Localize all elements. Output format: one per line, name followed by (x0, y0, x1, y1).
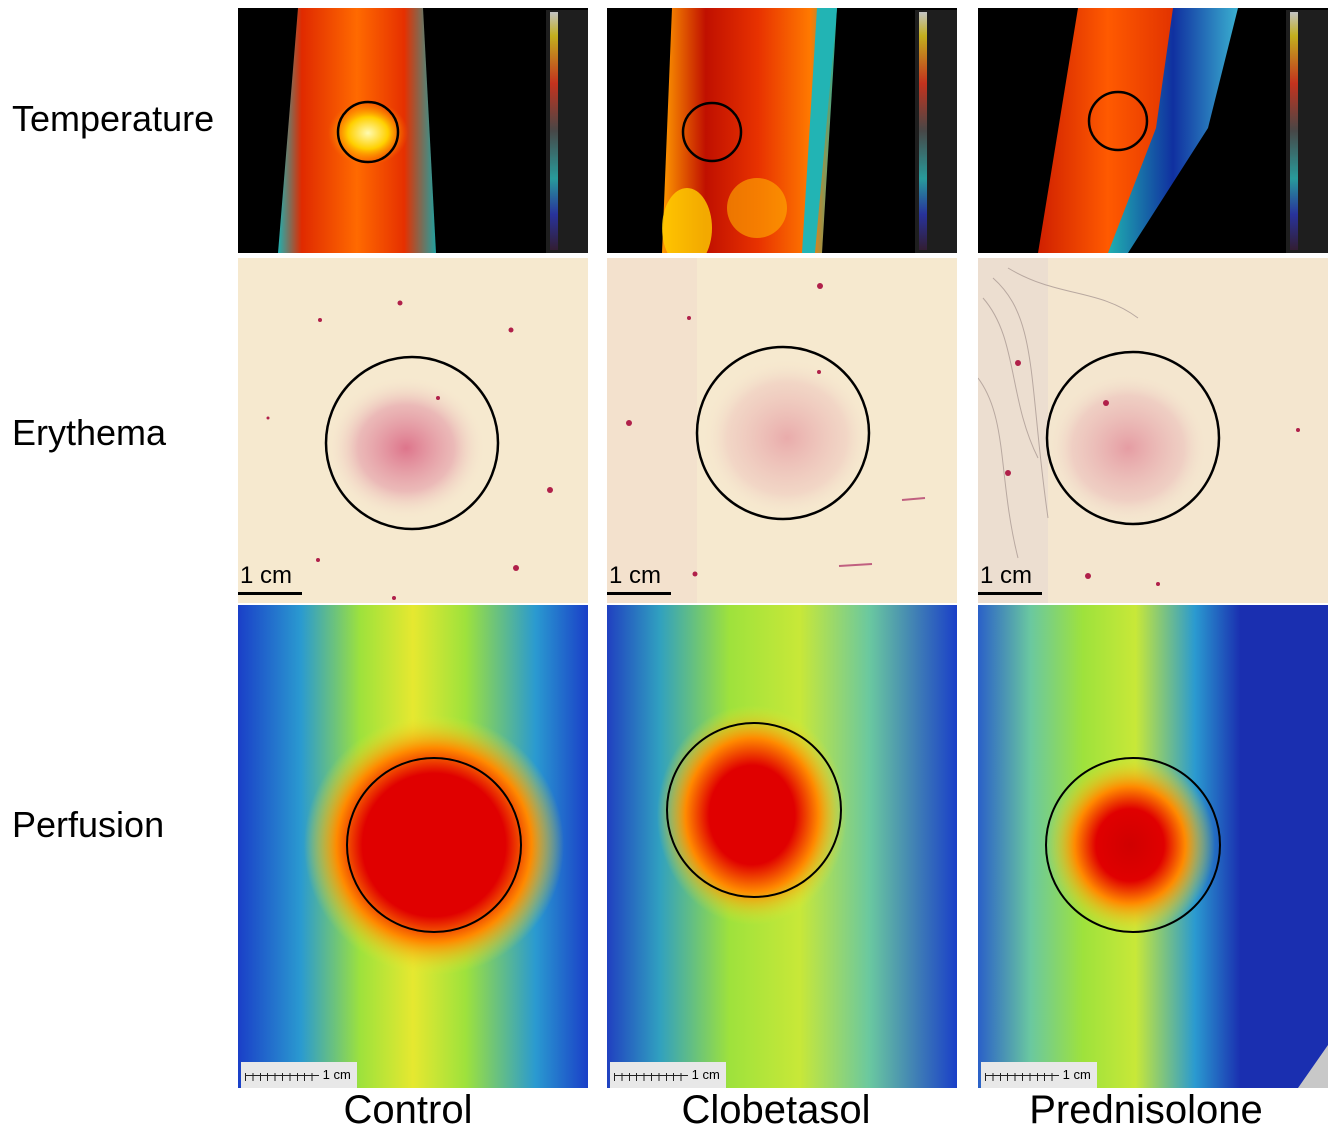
perfusion-scale-bar: 1 cm (981, 1062, 1097, 1088)
roi-circle (324, 355, 500, 531)
roi-circle (1087, 90, 1149, 152)
roi-circle (346, 757, 522, 933)
erythema-image-clobetasol (607, 258, 957, 603)
perfusion-image-clobetasol (607, 605, 957, 1088)
scale-ruler (985, 1070, 1059, 1081)
roi-circle (695, 345, 871, 521)
scale-bar-label: 1 cm (609, 562, 662, 589)
thermal-image-prednisolone (978, 8, 1328, 253)
scale-bar (978, 592, 1042, 595)
roi-circle (336, 100, 400, 164)
row-label-temperature: Temperature (12, 98, 215, 139)
erythema-image-control (238, 258, 588, 603)
perfusion-image-prednisolone (978, 605, 1328, 1088)
roi-circle (1045, 757, 1221, 933)
scale-bar (607, 592, 671, 595)
thermal-image-clobetasol (607, 8, 957, 253)
row-label-perfusion: Perfusion (12, 804, 165, 845)
scale-ruler (245, 1070, 319, 1081)
roi-circle (666, 722, 842, 898)
scale-bar-label: 1 cm (322, 1067, 351, 1082)
roi-circle (681, 101, 743, 163)
scale-bar-label: 1 cm (691, 1067, 720, 1082)
scale-ruler (614, 1070, 688, 1081)
scale-bar-label: 1 cm (1062, 1067, 1091, 1082)
column-label-control: Control (343, 1088, 473, 1132)
perfusion-image-control (238, 605, 588, 1088)
scale-bar-label: 1 cm (240, 562, 293, 589)
scale-bar-label: 1 cm (980, 562, 1033, 589)
scale-bar (238, 592, 302, 595)
thermal-image-control (238, 8, 588, 253)
erythema-image-prednisolone (978, 258, 1328, 603)
column-label-clobetasol: Clobetasol (681, 1088, 871, 1132)
roi-circle (1045, 350, 1221, 526)
perfusion-scale-bar: 1 cm (610, 1062, 726, 1088)
column-label-prednisolone: Prednisolone (1029, 1088, 1263, 1132)
row-label-erythema: Erythema (12, 412, 167, 453)
perfusion-scale-bar: 1 cm (241, 1062, 357, 1088)
